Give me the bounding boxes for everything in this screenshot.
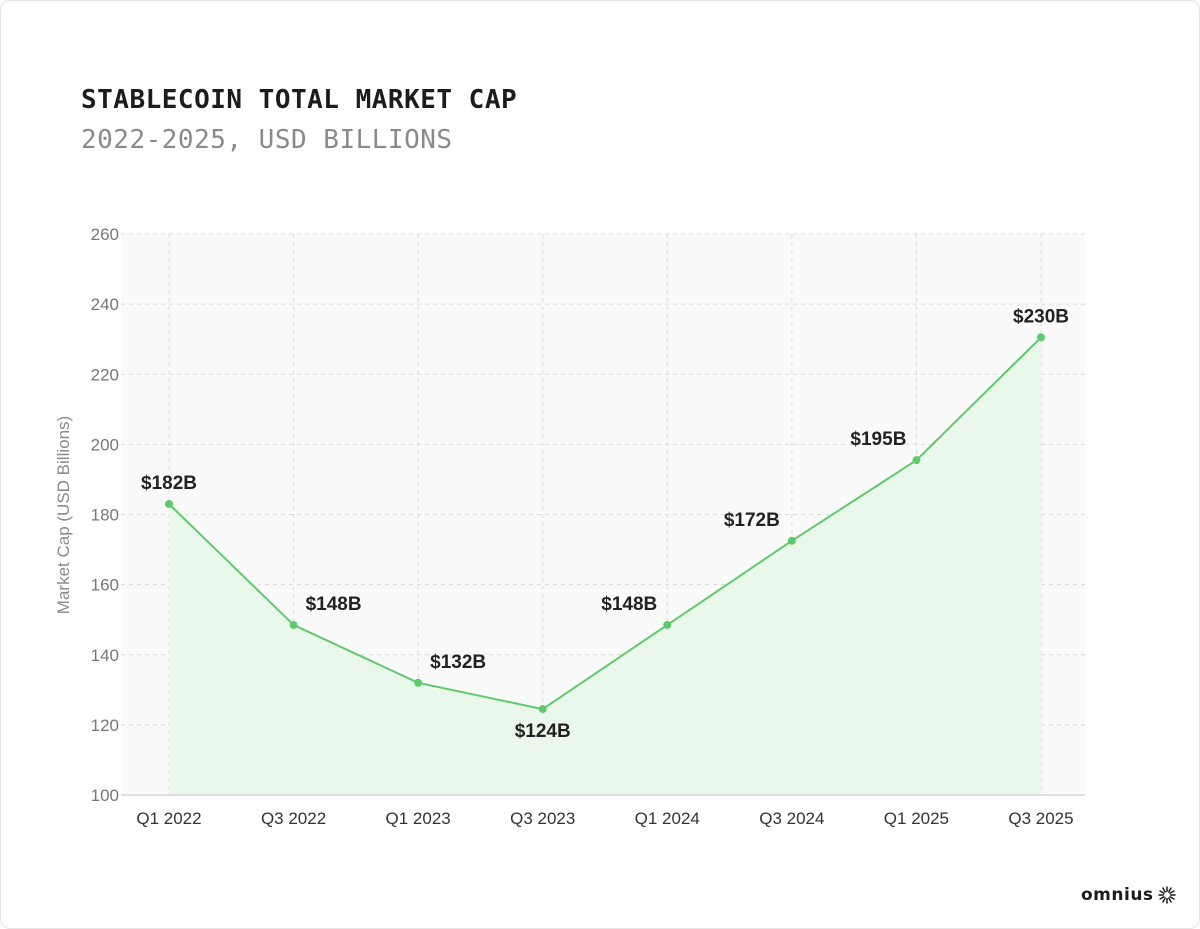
x-tick-labels: Q1 2022 Q3 2022 Q1 2023 Q3 2023 Q1 2024 Q3 20… <box>136 809 1073 828</box>
data-point <box>912 456 921 465</box>
x-tick-label: Q3 2022 <box>261 809 326 828</box>
icon-ray <box>1158 896 1165 900</box>
y-tick-label: 200 <box>91 435 119 454</box>
brand-logo: omnius <box>1081 885 1176 905</box>
x-tick-label: Q1 2022 <box>136 809 201 828</box>
x-tick-label: Q3 2024 <box>759 809 824 828</box>
y-tick-label: 240 <box>91 295 119 314</box>
data-point <box>289 620 298 629</box>
data-point <box>538 705 547 714</box>
y-tick-label: 140 <box>91 646 119 665</box>
y-axis-label: Market Cap (USD Billions) <box>54 416 73 614</box>
chart-subtitle: 2022-2025, USD BILLIONS <box>81 125 453 155</box>
data-label: $172B <box>724 510 780 531</box>
sparkle-ring-icon <box>1157 886 1176 904</box>
data-point <box>1037 333 1045 342</box>
data-label: $124B <box>515 721 571 742</box>
data-point <box>787 536 796 545</box>
brand-name: omnius <box>1081 885 1154 905</box>
chart-title: STABLECOIN TOTAL MARKET CAP <box>81 85 518 115</box>
icon-ray <box>1167 887 1172 893</box>
data-labels: $182B $148B $132B $124B $148B $172B $195B $230B <box>141 306 1069 742</box>
data-label: $230B <box>1013 306 1069 327</box>
x-tick-label: Q3 2025 <box>1008 809 1073 828</box>
data-label: $195B <box>850 429 906 450</box>
data-label: $182B <box>141 473 197 494</box>
icon-ray <box>1167 897 1172 903</box>
y-tick-label: 220 <box>91 365 119 384</box>
data-point <box>663 620 672 629</box>
x-tick-label: Q1 2024 <box>635 809 700 828</box>
area-fill <box>169 337 1041 795</box>
data-point <box>165 499 173 508</box>
y-tick-label: 180 <box>91 506 119 525</box>
y-tick-label: 120 <box>91 716 119 735</box>
x-tick-label: Q1 2025 <box>884 809 949 828</box>
icon-ray <box>1161 897 1166 903</box>
data-label: $148B <box>601 594 657 615</box>
icon-ray <box>1168 896 1175 900</box>
x-tick-label: Q1 2023 <box>386 809 451 828</box>
series-line <box>168 336 1042 711</box>
data-points <box>165 333 1045 714</box>
data-point <box>414 678 423 687</box>
y-tick-label: 160 <box>91 576 119 595</box>
icon-ray <box>1168 890 1175 894</box>
y-tick-labels: 100 120 140 160 180 200 220 240 260 <box>91 225 119 805</box>
data-label: $148B <box>306 594 362 615</box>
x-tick-label: Q3 2023 <box>510 809 575 828</box>
icon-ray <box>1158 890 1165 894</box>
y-tick-label: 260 <box>91 225 119 244</box>
data-label: $132B <box>430 652 486 673</box>
y-tick-label: 100 <box>91 786 119 805</box>
icon-ray <box>1161 887 1166 893</box>
